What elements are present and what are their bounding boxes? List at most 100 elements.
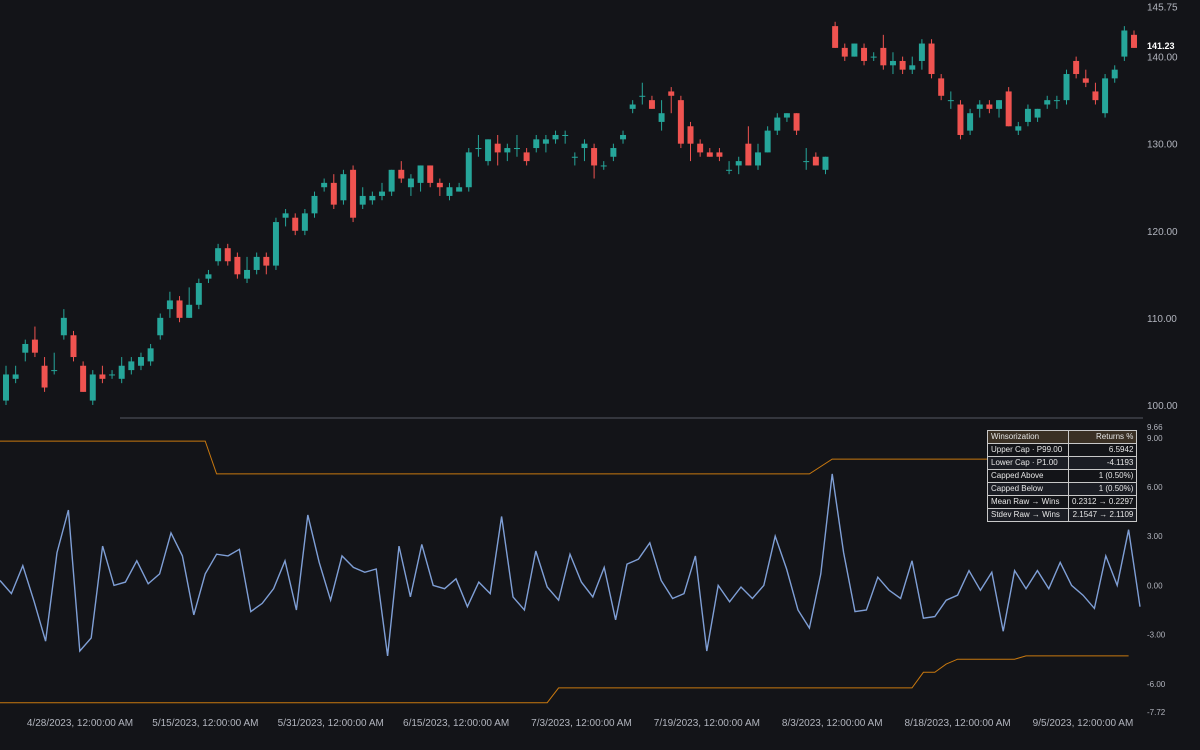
candle-body bbox=[610, 148, 617, 157]
candle-body bbox=[822, 156, 829, 170]
x-tick-label: 7/3/2023, 12:00:00 AM bbox=[531, 718, 632, 729]
candle-body bbox=[89, 374, 96, 401]
candle-body bbox=[446, 187, 453, 196]
candle-body bbox=[475, 148, 482, 150]
candle-body bbox=[706, 152, 713, 157]
candle-body bbox=[379, 191, 385, 196]
candle-body bbox=[928, 43, 935, 75]
price-y-tick-label: 145.75 bbox=[1147, 3, 1178, 14]
candle-body bbox=[841, 47, 848, 57]
row-label: Stdev Raw → Wins bbox=[987, 508, 1069, 522]
last-price-label: 141.23 bbox=[1147, 41, 1175, 51]
candle-body bbox=[533, 139, 540, 149]
returns-line bbox=[0, 473, 1141, 656]
table-row: Mean Raw → Wins 0.2312 → 0.2297 bbox=[987, 495, 1138, 509]
candle-body bbox=[330, 182, 337, 205]
winsorization-table: Winsorization Returns % Upper Cap · P99.… bbox=[987, 430, 1138, 522]
returns-y-tick-label: 0.00 bbox=[1147, 581, 1163, 590]
candle-body bbox=[99, 374, 106, 379]
candle-body bbox=[1082, 78, 1089, 83]
candle-body bbox=[80, 365, 87, 392]
candle-body bbox=[427, 165, 434, 183]
candle-body bbox=[1034, 108, 1041, 118]
row-label: Upper Cap · P99.00 bbox=[987, 443, 1069, 457]
candle-body bbox=[880, 47, 887, 66]
candle-body bbox=[552, 134, 559, 140]
candle-body bbox=[369, 195, 376, 201]
row-label: Capped Above bbox=[987, 469, 1069, 483]
candle-body bbox=[803, 161, 810, 163]
candle-body bbox=[726, 169, 733, 171]
candle-body bbox=[755, 152, 761, 166]
candle-body bbox=[889, 60, 896, 66]
candle-body bbox=[620, 134, 627, 140]
candle-body bbox=[12, 374, 19, 379]
price-y-tick-label: 130.00 bbox=[1147, 140, 1178, 151]
row-value: 1 (0.50%) bbox=[1067, 469, 1138, 483]
row-value: -4.1193 bbox=[1067, 456, 1138, 470]
candle-body bbox=[340, 174, 347, 201]
candle-body bbox=[735, 161, 742, 166]
returns-y-tick-label: -3.00 bbox=[1147, 631, 1166, 640]
candle-body bbox=[629, 104, 636, 109]
candle-body bbox=[350, 169, 357, 218]
candle-body bbox=[774, 117, 781, 131]
candle-body bbox=[417, 165, 424, 183]
candlestick-series bbox=[3, 21, 1137, 405]
returns-y-tick-label: 9.66 bbox=[1147, 423, 1163, 432]
lower-cap-line bbox=[0, 655, 1129, 704]
candle-body bbox=[147, 348, 154, 362]
table-row: Upper Cap · P99.00 6.5942 bbox=[987, 443, 1138, 457]
candle-body bbox=[186, 304, 193, 318]
candle-body bbox=[22, 343, 29, 353]
candle-body bbox=[137, 357, 144, 366]
candle-body bbox=[513, 148, 520, 150]
candle-body bbox=[244, 269, 251, 279]
candle-body bbox=[31, 339, 38, 353]
price-y-tick-label: 140.00 bbox=[1147, 53, 1178, 64]
returns-y-tick-label: -6.00 bbox=[1147, 680, 1166, 689]
candle-body bbox=[542, 139, 549, 144]
candle-body bbox=[996, 100, 1003, 109]
price-y-tick-label: 110.00 bbox=[1147, 314, 1177, 325]
candle-body bbox=[938, 78, 945, 96]
returns-y-tick-label: 3.00 bbox=[1147, 532, 1163, 541]
x-tick-label: 6/15/2023, 12:00:00 AM bbox=[403, 718, 509, 729]
candle-body bbox=[571, 156, 578, 158]
candle-body bbox=[195, 283, 202, 305]
candle-body bbox=[60, 317, 67, 336]
row-value: 0.2312 → 0.2297 bbox=[1067, 495, 1138, 509]
candle-body bbox=[109, 374, 116, 376]
candle-body bbox=[70, 335, 77, 358]
candle-body bbox=[176, 300, 183, 318]
candle-body bbox=[947, 100, 954, 102]
returns-pane bbox=[0, 440, 1141, 704]
candle-body bbox=[668, 91, 675, 96]
row-value: 1 (0.50%) bbox=[1067, 482, 1138, 496]
row-value: 6.5942 bbox=[1067, 443, 1138, 457]
candle-body bbox=[128, 361, 135, 371]
candle-body bbox=[1024, 108, 1031, 122]
candle-body bbox=[562, 134, 569, 136]
candle-body bbox=[1073, 60, 1080, 75]
candle-body bbox=[311, 195, 318, 214]
candle-body bbox=[1063, 74, 1070, 101]
candle-body bbox=[1005, 91, 1012, 127]
candle-body bbox=[272, 222, 279, 266]
candle-body bbox=[832, 26, 839, 48]
candle-body bbox=[581, 143, 588, 149]
x-tick-label: 5/31/2023, 12:00:00 AM bbox=[278, 718, 384, 729]
table-header-cell: Winsorization bbox=[987, 430, 1069, 444]
candle-body bbox=[398, 169, 405, 179]
table-row: Capped Above 1 (0.50%) bbox=[987, 469, 1138, 483]
candle-body bbox=[648, 100, 655, 109]
candle-body bbox=[359, 195, 366, 205]
candle-body bbox=[494, 143, 501, 153]
candle-body bbox=[485, 139, 492, 162]
candle-body bbox=[1053, 100, 1060, 102]
upper-cap-line bbox=[0, 440, 1106, 475]
candle-body bbox=[1131, 34, 1137, 48]
candle-body bbox=[870, 56, 877, 58]
candle-body bbox=[41, 365, 48, 388]
